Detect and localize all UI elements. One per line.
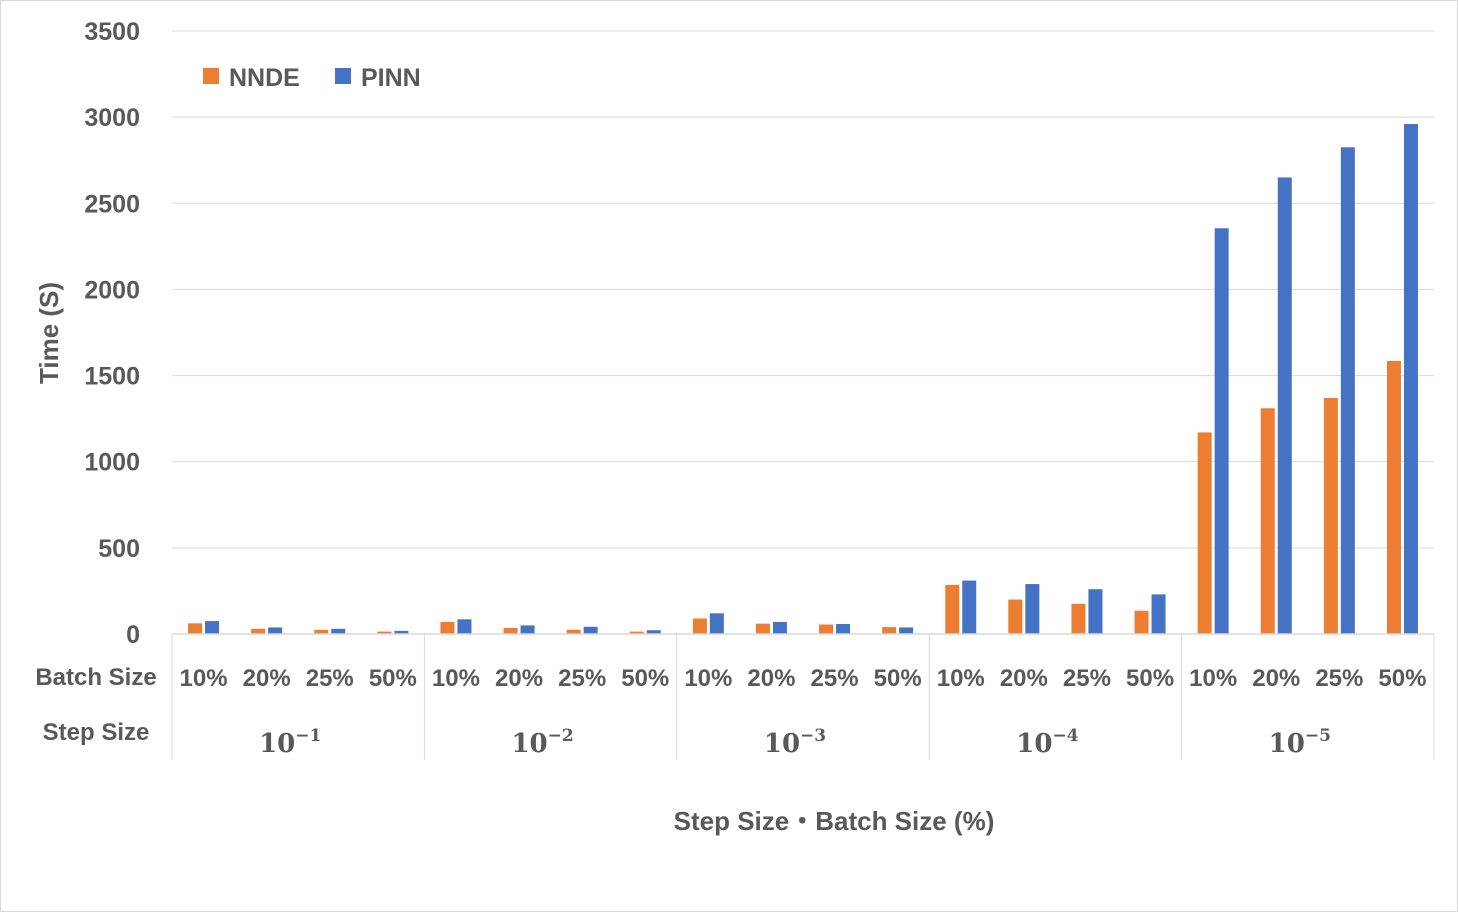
- bar-nnde: [882, 627, 897, 634]
- bar-pinn: [1025, 584, 1040, 634]
- bar-nnde: [1008, 599, 1023, 634]
- batch-size-label: 20%: [495, 665, 543, 692]
- axes: [171, 633, 1435, 760]
- bar-pinn: [646, 630, 661, 634]
- legend-swatch-pinn: [335, 68, 351, 84]
- bar-nnde: [755, 623, 770, 634]
- bar-pinn: [520, 625, 535, 634]
- bar-pinn: [394, 630, 409, 634]
- batch-size-label: 50%: [874, 665, 922, 692]
- step-size-label: 10−3: [764, 726, 826, 759]
- y-tick-label: 0: [126, 621, 140, 649]
- bar-nnde: [1260, 408, 1275, 634]
- y-tick-label: 500: [98, 535, 140, 563]
- bar-nnde: [629, 631, 644, 634]
- batch-size-label: 10%: [937, 665, 985, 692]
- bar-pinn: [205, 621, 220, 634]
- legend-label-nnde: NNDE: [229, 64, 300, 92]
- bar-nnde: [251, 628, 266, 634]
- bar-nnde: [1386, 360, 1401, 634]
- bars: [188, 124, 1418, 635]
- batch-size-label: 20%: [747, 665, 795, 692]
- labels: 0 500 1000 1500 2000 2500 3000 3500 Batch Size St…: [35, 18, 1426, 759]
- bar-pinn: [1151, 594, 1166, 634]
- x-axis-title: Step Size・Batch Size (%): [674, 806, 995, 836]
- y-axis-title: Time (S): [34, 282, 64, 384]
- bar-nnde: [1134, 610, 1149, 634]
- bar-nnde: [314, 629, 329, 634]
- bar-nnde: [503, 627, 518, 634]
- y-tick-label: 2000: [84, 276, 140, 304]
- batch-size-label: 50%: [369, 665, 417, 692]
- step-size-label: 10−1: [259, 726, 321, 759]
- batch-size-label: 25%: [811, 665, 859, 692]
- bar-nnde: [440, 621, 455, 634]
- batch-size-label: 50%: [1378, 665, 1426, 692]
- bar-nnde: [188, 623, 203, 634]
- step-size-row-label: Step Size: [43, 719, 150, 746]
- bar-pinn: [457, 619, 472, 634]
- batch-size-label: 50%: [621, 665, 669, 692]
- batch-size-label: 10%: [180, 665, 228, 692]
- y-tick-label: 2500: [84, 190, 140, 218]
- bar-pinn: [836, 624, 851, 634]
- bar-pinn: [772, 621, 787, 634]
- bar-pinn: [1088, 589, 1103, 634]
- batch-size-label: 20%: [243, 665, 291, 692]
- bar-nnde: [945, 584, 960, 634]
- bar-nnde: [819, 624, 834, 634]
- batch-size-label: 25%: [306, 665, 354, 692]
- batch-size-row-label: Batch Size: [35, 664, 156, 691]
- bar-pinn: [1214, 228, 1229, 634]
- bar-pinn: [1403, 124, 1418, 634]
- bar-nnde: [1071, 603, 1086, 634]
- bar-nnde: [377, 631, 392, 634]
- batch-size-label: 25%: [558, 665, 606, 692]
- legend-swatch-nnde: [203, 68, 219, 84]
- bar-pinn: [962, 580, 977, 634]
- batch-size-label: 25%: [1063, 665, 1111, 692]
- bar-nnde: [1323, 397, 1338, 634]
- batch-size-label: 10%: [1189, 665, 1237, 692]
- bar-nnde: [1197, 432, 1212, 634]
- bar-pinn: [899, 627, 914, 634]
- batch-size-label: 10%: [684, 665, 732, 692]
- bar-pinn: [268, 627, 283, 634]
- batch-size-label: 50%: [1126, 665, 1174, 692]
- bar-nnde: [566, 629, 581, 634]
- gridlines: [172, 30, 1434, 549]
- legend: NNDE PINN: [203, 64, 421, 92]
- batch-size-label: 25%: [1315, 665, 1363, 692]
- bar-pinn: [709, 613, 724, 634]
- legend-label-pinn: PINN: [361, 64, 421, 92]
- step-size-label: 10−4: [1016, 726, 1078, 759]
- bar-nnde: [692, 618, 707, 634]
- step-size-label: 10−5: [1269, 726, 1331, 759]
- y-tick-label: 3000: [84, 104, 140, 132]
- step-size-label: 10−2: [511, 726, 573, 759]
- y-tick-label: 1000: [84, 449, 140, 477]
- bar-pinn: [1340, 147, 1355, 635]
- batch-size-label: 10%: [432, 665, 480, 692]
- y-tick-label: 1500: [84, 363, 140, 391]
- bar-pinn: [1277, 177, 1292, 634]
- batch-size-label: 20%: [1252, 665, 1300, 692]
- bar-pinn: [583, 626, 598, 634]
- bar-pinn: [331, 628, 346, 634]
- batch-size-label: 20%: [1000, 665, 1048, 692]
- y-tick-label: 3500: [84, 18, 140, 46]
